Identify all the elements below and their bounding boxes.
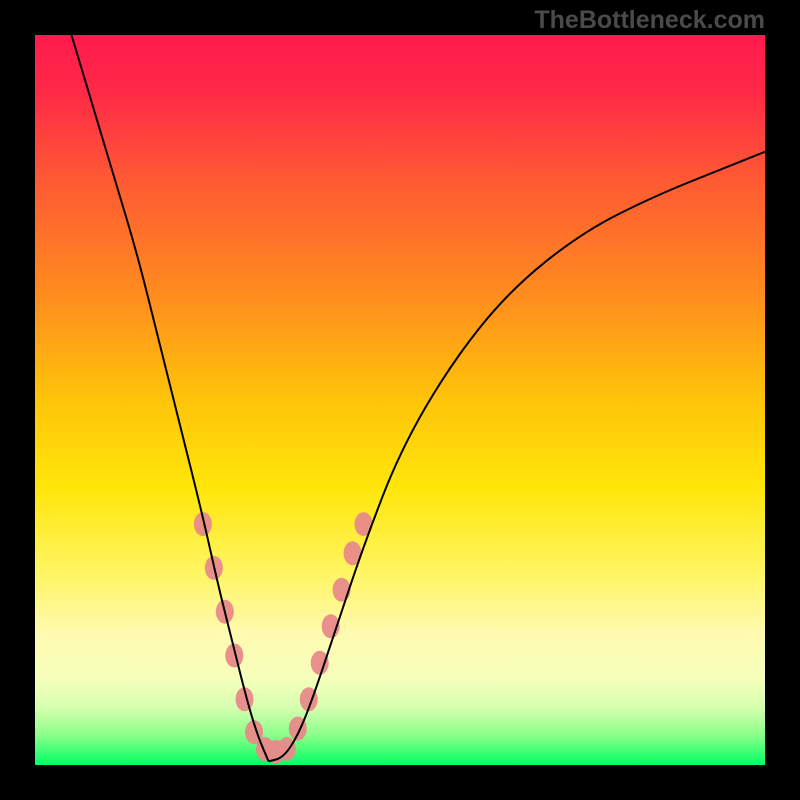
chart-frame: TheBottleneck.com xyxy=(0,0,800,800)
watermark-text: TheBottleneck.com xyxy=(534,6,765,35)
plot-area xyxy=(35,35,765,765)
heat-gradient xyxy=(35,35,765,765)
chart-svg xyxy=(35,35,765,765)
marker-right-2 xyxy=(311,651,329,675)
